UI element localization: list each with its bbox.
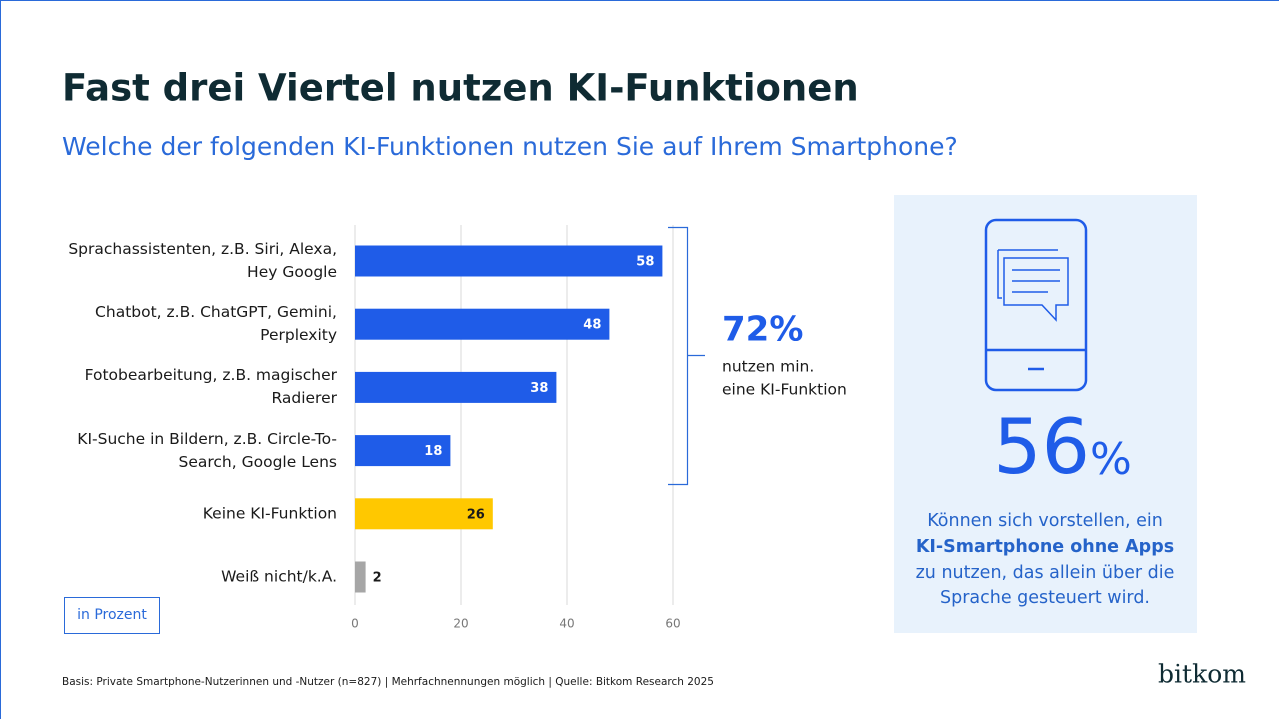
value-label: 58 [636,255,654,270]
highlight-text: zu nutzen, das allein über die [916,563,1175,583]
bar [355,561,366,593]
bracket-value: 72% [722,310,803,350]
highlight-text: Sprache gesteuert wird. [940,588,1150,608]
x-tick-label: 40 [559,617,574,631]
category-label: Fotobearbeitung, z.B. magischer Radierer [84,366,337,408]
value-label: 48 [583,318,601,333]
value-label: 18 [424,444,442,459]
phone-icon [984,218,1088,392]
bar [355,435,451,467]
value-label: 26 [467,507,485,522]
x-tick-label: 20 [453,617,468,631]
bar [355,308,610,340]
category-label: Keine KI-Funktion [202,504,337,523]
highlight-unit: % [1090,434,1132,485]
bar [355,245,663,277]
category-label: KI-Suche in Bildern, z.B. Circle-To-Sear… [77,429,337,471]
category-label: Weiß nicht/k.A. [221,567,337,586]
highlight-number: 56 [993,402,1090,491]
bracket [668,226,705,486]
logo: bitkom [1158,660,1246,689]
category-label: Sprachassistenten, z.B. Siri, Alexa, Hey… [68,240,337,281]
bracket-text: eine KI-Funktion [722,381,847,399]
x-tick-label: 0 [351,617,359,631]
highlight-text: Können sich vorstellen, ein [927,511,1163,531]
unit-box [64,597,160,634]
x-tick-label: 60 [665,617,680,631]
value-label: 38 [530,381,548,396]
source: Basis: Private Smartphone-Nutzerinnen un… [62,676,714,688]
title: Fast drei Viertel nutzen KI-Funktionen [62,67,859,110]
highlight-panel [894,195,1197,633]
bracket-text: nutzen min. [722,358,814,376]
unit-note: in Prozent [77,607,147,623]
highlight-text: KI-Smartphone ohne Apps [916,537,1174,557]
subtitle: Welche der folgenden KI-Funktionen nutze… [62,132,958,161]
value-label: 2 [373,571,382,586]
bar [355,371,557,403]
category-label: Chatbot, z.B. ChatGPT, Gemini, Perplexit… [95,303,337,345]
bar [355,498,493,530]
